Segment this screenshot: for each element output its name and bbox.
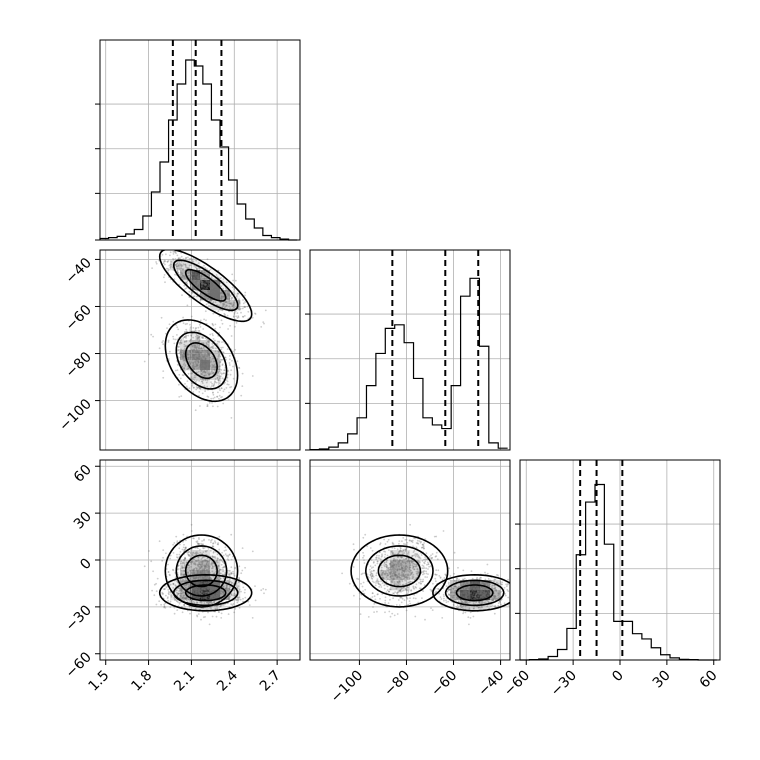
histogram-p2 xyxy=(520,483,717,661)
contour-upper xyxy=(444,579,505,607)
contour-upper xyxy=(158,573,253,612)
tick-label-p1-0: −100 xyxy=(328,668,367,707)
panel-1-1 xyxy=(309,249,511,451)
contour-upper xyxy=(432,573,510,612)
histogram-p1 xyxy=(309,277,508,451)
tick-label-p2-3: 30 xyxy=(650,668,674,692)
tick-label-p2-2: 0 xyxy=(609,668,627,686)
panel-2-1 xyxy=(309,459,511,661)
tick-label-p2-y-1: 30 xyxy=(71,509,95,533)
contour-upper xyxy=(184,268,227,302)
tick-label-p1-2: −60 xyxy=(428,668,460,700)
histogram-layer xyxy=(99,40,717,661)
contour-lower xyxy=(377,554,422,588)
contour-lower xyxy=(175,545,228,597)
tick-label-p2-y-4: −60 xyxy=(63,649,95,681)
contour-lower xyxy=(184,554,218,588)
tick-label-p2-y-2: 0 xyxy=(77,556,95,574)
tick-label-p0-2: 2.1 xyxy=(171,668,198,695)
histogram-p0 xyxy=(99,59,298,241)
tick-label-p1-3: −40 xyxy=(475,668,507,700)
contour-lower xyxy=(164,534,239,608)
tick-layer: 1.5 1.8 2.1 2.4 2.7 −100 −80 −60 −40−60 −30 0 30 60−… xyxy=(56,103,721,707)
tick-label-p1-y-2: −80 xyxy=(63,349,95,381)
tick-label-p0-4: 2.7 xyxy=(257,668,284,695)
tick-label-p1-y-1: −60 xyxy=(63,302,95,334)
contour-upper xyxy=(158,250,253,323)
contour-upper xyxy=(184,584,227,602)
contour-lower xyxy=(175,331,228,390)
contour-layer xyxy=(158,250,510,612)
tick-label-p0-3: 2.4 xyxy=(214,667,241,694)
tick-label-p0-1: 1.8 xyxy=(128,668,155,695)
contour-upper xyxy=(172,259,239,312)
grid-layer xyxy=(100,40,720,660)
contour-lower xyxy=(164,319,239,403)
contour-lower xyxy=(364,545,434,597)
tick-label-p2-0: −60 xyxy=(501,668,533,700)
density-layer xyxy=(170,260,501,611)
tick-label-p2-y-0: 60 xyxy=(71,462,95,486)
tick-label-p1-y-0: −40 xyxy=(63,255,95,287)
panel-1-0 xyxy=(99,249,301,451)
tick-label-p2-y-3: −30 xyxy=(63,602,95,634)
contour-lower xyxy=(184,342,218,380)
tick-label-p2-1: −30 xyxy=(548,668,580,700)
tick-label-p0-0: 1.5 xyxy=(85,668,112,695)
contour-upper xyxy=(455,584,494,602)
contour-lower xyxy=(350,534,449,608)
tick-label-p1-y-3: −100 xyxy=(56,396,95,435)
tick-label-p2-4: 60 xyxy=(697,668,721,692)
tick-label-p1-1: −80 xyxy=(381,668,413,700)
panel-0-0 xyxy=(99,39,301,241)
